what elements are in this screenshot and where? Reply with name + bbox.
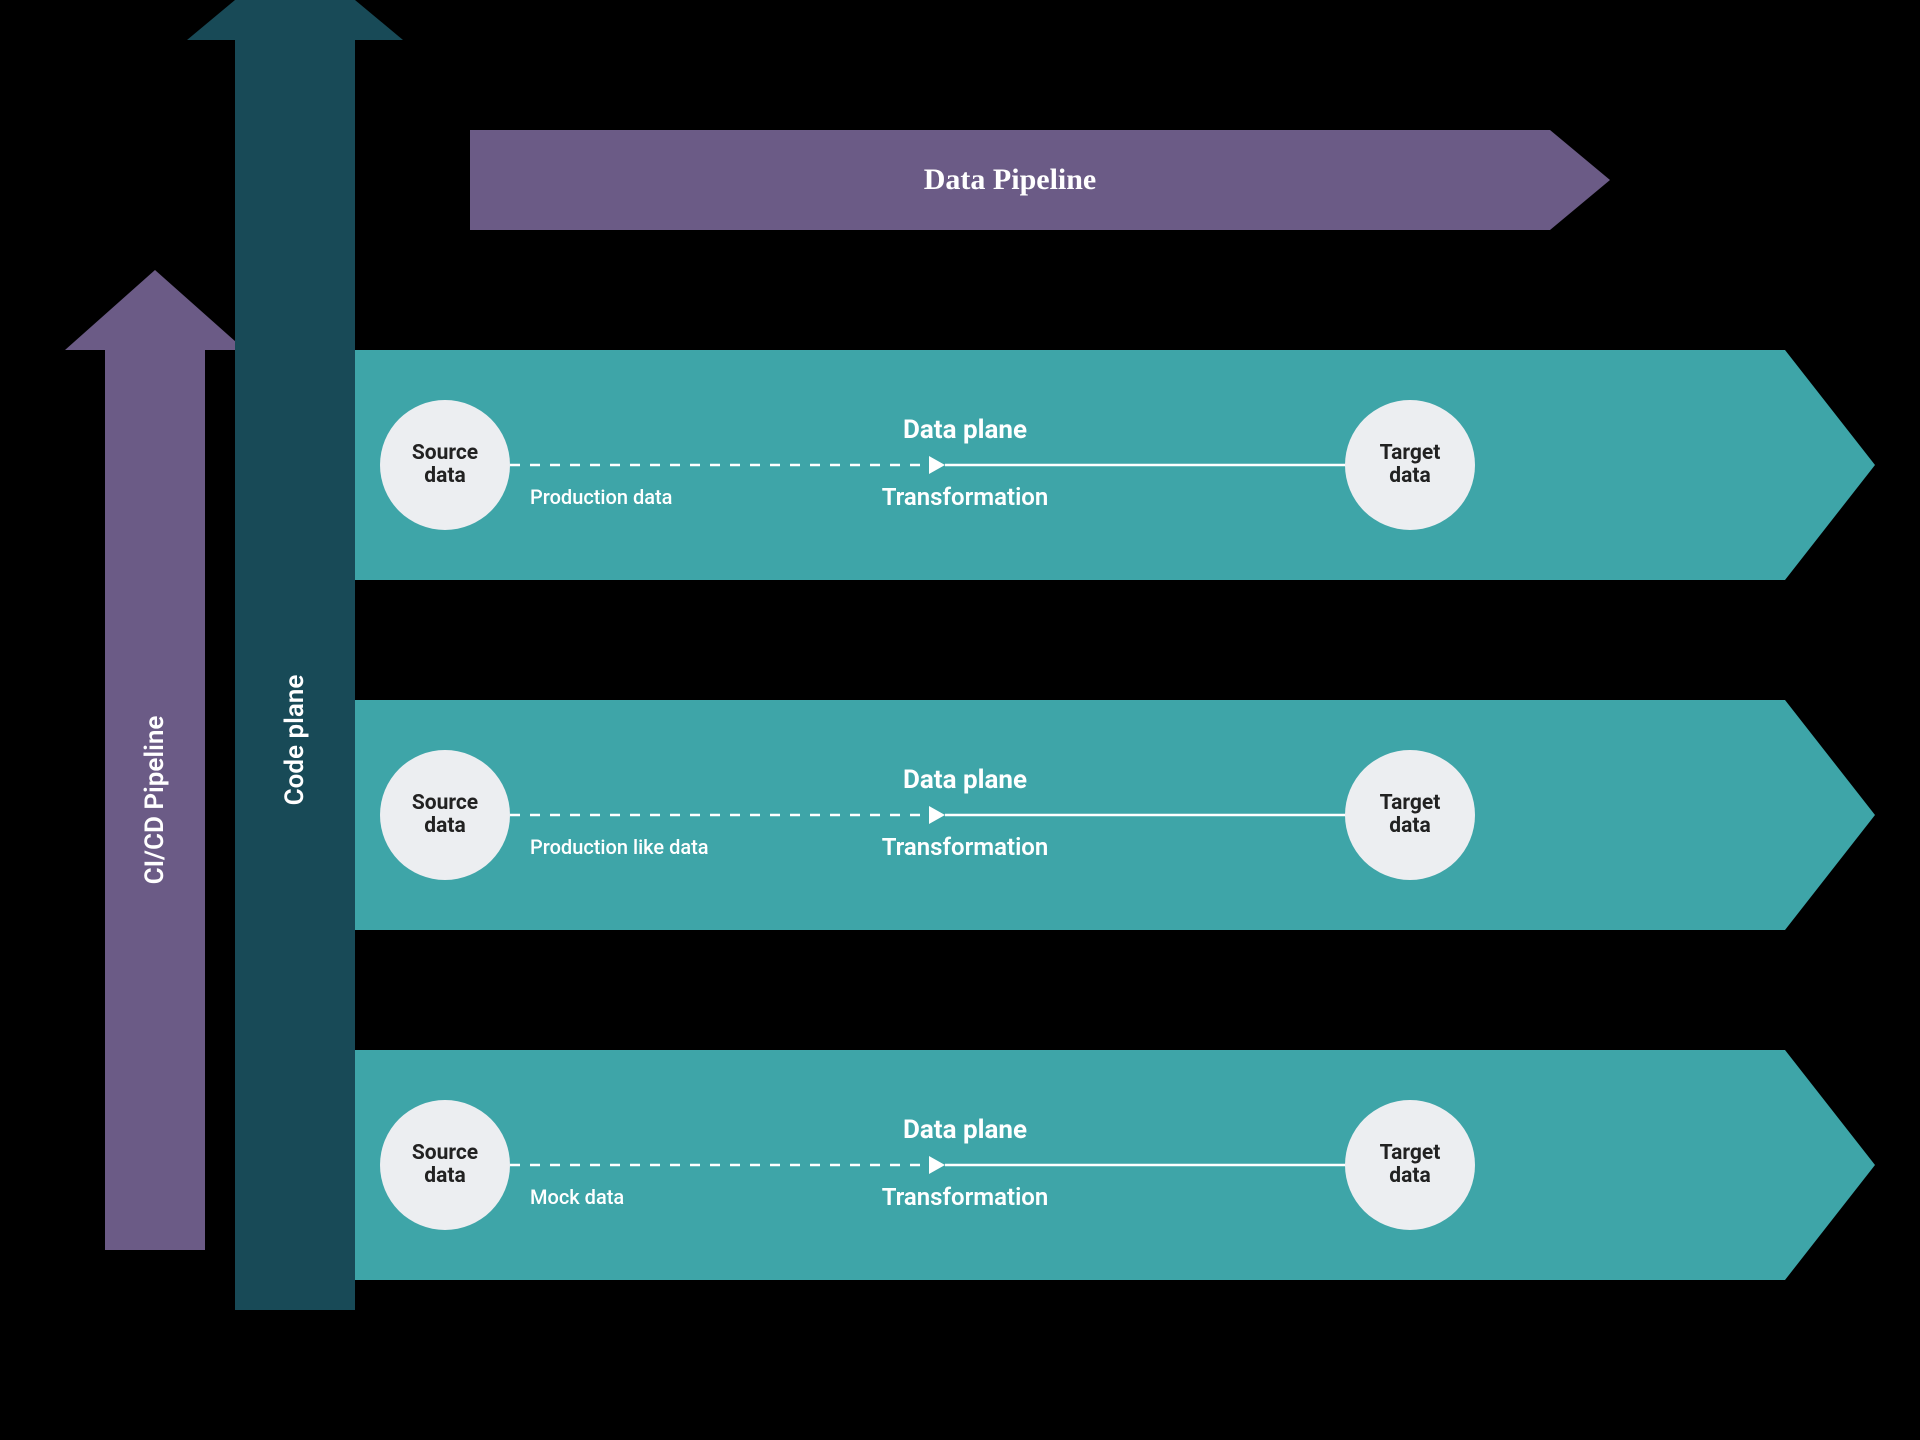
cicd-pipeline-label: CI/CD Pipeline xyxy=(140,716,170,885)
source-label: Sourcedata xyxy=(412,1142,478,1188)
source-label: Sourcedata xyxy=(412,792,478,838)
source-label: Sourcedata xyxy=(412,442,478,488)
data-pipeline-label: Data Pipeline xyxy=(924,163,1097,197)
target-label: Targetdata xyxy=(1380,442,1441,488)
target-circle: Targetdata xyxy=(1345,400,1475,530)
data-plane-title: Data plane xyxy=(903,765,1027,795)
target-label: Targetdata xyxy=(1380,792,1441,838)
transformation-label: Transformation xyxy=(882,833,1049,861)
data-plane-title: Data plane xyxy=(903,415,1027,445)
transformation-label: Transformation xyxy=(882,1183,1049,1211)
transformation-label: Transformation xyxy=(882,483,1049,511)
source-circle: Sourcedata xyxy=(380,400,510,530)
target-label: Targetdata xyxy=(1380,1142,1441,1188)
lane-sub-label: Production data xyxy=(530,485,672,509)
lane-sub-label: Mock data xyxy=(530,1185,624,1209)
source-circle: Sourcedata xyxy=(380,1100,510,1230)
target-circle: Targetdata xyxy=(1345,1100,1475,1230)
target-circle: Targetdata xyxy=(1345,750,1475,880)
code-plane-label: Code plane xyxy=(280,675,310,806)
data-plane-title: Data plane xyxy=(903,1115,1027,1145)
source-circle: Sourcedata xyxy=(380,750,510,880)
lane-sub-label: Production like data xyxy=(530,835,709,859)
